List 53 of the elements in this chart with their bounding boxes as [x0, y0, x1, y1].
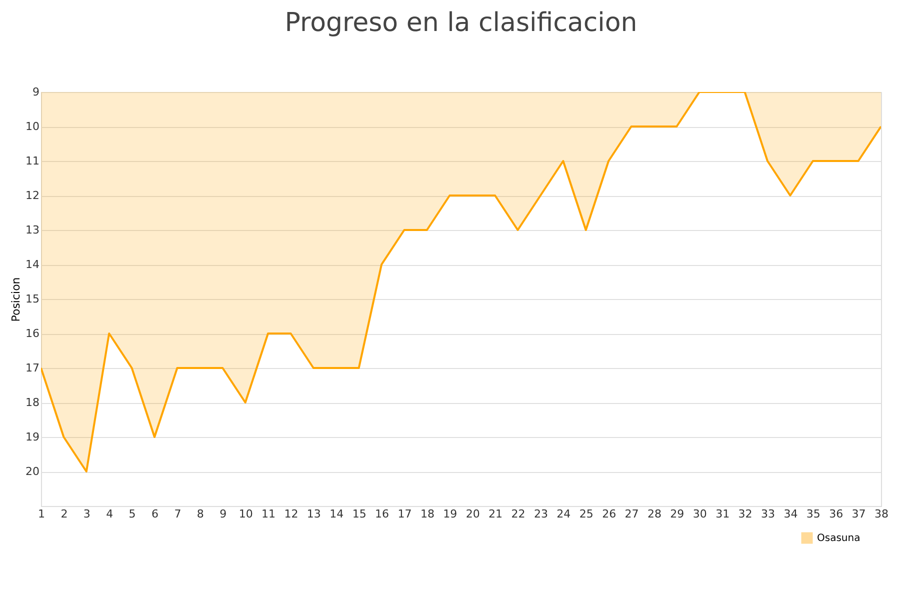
x-tick-label: 7: [174, 508, 182, 520]
x-tick-label: 23: [534, 508, 548, 520]
y-tick-label: 11: [26, 154, 40, 168]
x-tick-label: 35: [806, 508, 820, 520]
x-tick-label: 13: [306, 508, 321, 520]
x-tick-label: 1: [38, 508, 45, 520]
x-tick-label: 3: [83, 508, 90, 520]
x-tick-label: 25: [579, 508, 594, 520]
x-tick-label: 6: [152, 508, 159, 520]
x-tick-label: 11: [262, 508, 276, 520]
x-tick-label: 34: [784, 508, 798, 520]
y-tick-label: 19: [26, 430, 40, 444]
x-tick-label: 21: [488, 508, 503, 520]
y-tick-label: 17: [26, 362, 40, 374]
x-tick-label: 5: [128, 508, 136, 520]
x-tick-label: 30: [692, 508, 707, 520]
y-tick-label: 13: [26, 224, 40, 236]
x-tick-label: 27: [624, 508, 639, 520]
y-tick-label: 18: [26, 396, 40, 409]
x-tick-label: 14: [330, 508, 344, 520]
y-tick-label: 9: [32, 86, 40, 98]
x-tick-label: 2: [60, 508, 68, 520]
x-tick-label: 38: [874, 508, 888, 520]
x-tick-label: 10: [238, 508, 253, 520]
x-tick-label: 15: [352, 508, 366, 520]
x-tick-label: 36: [829, 508, 844, 520]
x-tick-label: 8: [196, 508, 204, 520]
y-tick-label: 16: [26, 327, 40, 340]
x-tick-label: 26: [602, 508, 616, 520]
y-tick-label: 15: [26, 292, 40, 306]
y-tick-label: 20: [26, 465, 40, 478]
y-tick-label: 14: [26, 258, 40, 271]
x-tick-label: 9: [220, 508, 227, 520]
x-tick-label: 31: [716, 508, 730, 520]
x-tick-label: 22: [511, 508, 526, 520]
x-tick-label: 4: [106, 508, 114, 520]
y-axis-title: Posicion: [10, 277, 23, 322]
x-tick-label: 28: [647, 508, 662, 520]
y-tick-label: 10: [26, 120, 40, 133]
chart-title: Progreso en la clasificacion: [284, 8, 638, 38]
x-tick-label: 20: [466, 508, 480, 520]
y-tick-label: 12: [26, 189, 40, 202]
x-tick-label: 37: [852, 508, 866, 520]
x-tick-label: 19: [443, 508, 458, 520]
x-tick-label: 24: [556, 508, 571, 520]
x-tick-label: 17: [398, 508, 412, 520]
x-tick-label: 29: [670, 508, 684, 520]
x-tick-label: 18: [420, 508, 434, 520]
x-tick-label: 12: [284, 508, 298, 520]
x-tick-label: 16: [375, 508, 390, 520]
x-tick-label: 33: [760, 508, 775, 520]
x-tick-label: 32: [738, 508, 752, 520]
legend-label: Osasuna: [817, 533, 860, 544]
